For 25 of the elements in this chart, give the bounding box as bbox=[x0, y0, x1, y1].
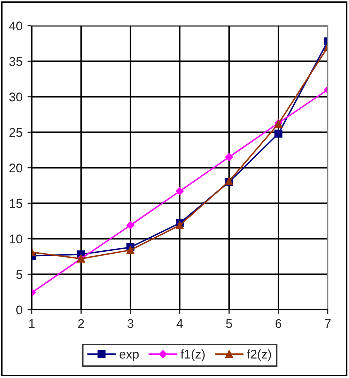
y-tick-label: 5 bbox=[16, 270, 22, 280]
legend-label: exp bbox=[120, 352, 139, 362]
point bbox=[176, 222, 184, 230]
y-tick-label: 15 bbox=[10, 199, 22, 208]
y-tick-label: 10 bbox=[10, 234, 22, 244]
y-tick-label: 20 bbox=[10, 164, 22, 173]
y-tick-label: 30 bbox=[10, 92, 22, 102]
x-tick-label: 7 bbox=[325, 319, 331, 328]
x-tick-label: 4 bbox=[176, 319, 184, 328]
point bbox=[126, 246, 135, 254]
y-tick-label: 35 bbox=[10, 57, 22, 66]
x-tick-label: 1 bbox=[29, 319, 35, 328]
point bbox=[225, 153, 234, 162]
point bbox=[274, 130, 283, 138]
y-tick-label: 0 bbox=[16, 306, 22, 315]
x-tick-label: 6 bbox=[276, 319, 282, 328]
legend-label: f1(z) bbox=[180, 350, 205, 362]
point bbox=[126, 222, 135, 230]
legend-label: f2(z) bbox=[247, 350, 272, 362]
x-tick-label: 5 bbox=[226, 319, 232, 328]
y-tick-label: 25 bbox=[10, 128, 22, 138]
x-tick-label: 3 bbox=[128, 319, 134, 328]
point bbox=[176, 187, 184, 196]
x-tick-label: 2 bbox=[78, 319, 84, 328]
y-tick-label: 40 bbox=[9, 22, 22, 31]
